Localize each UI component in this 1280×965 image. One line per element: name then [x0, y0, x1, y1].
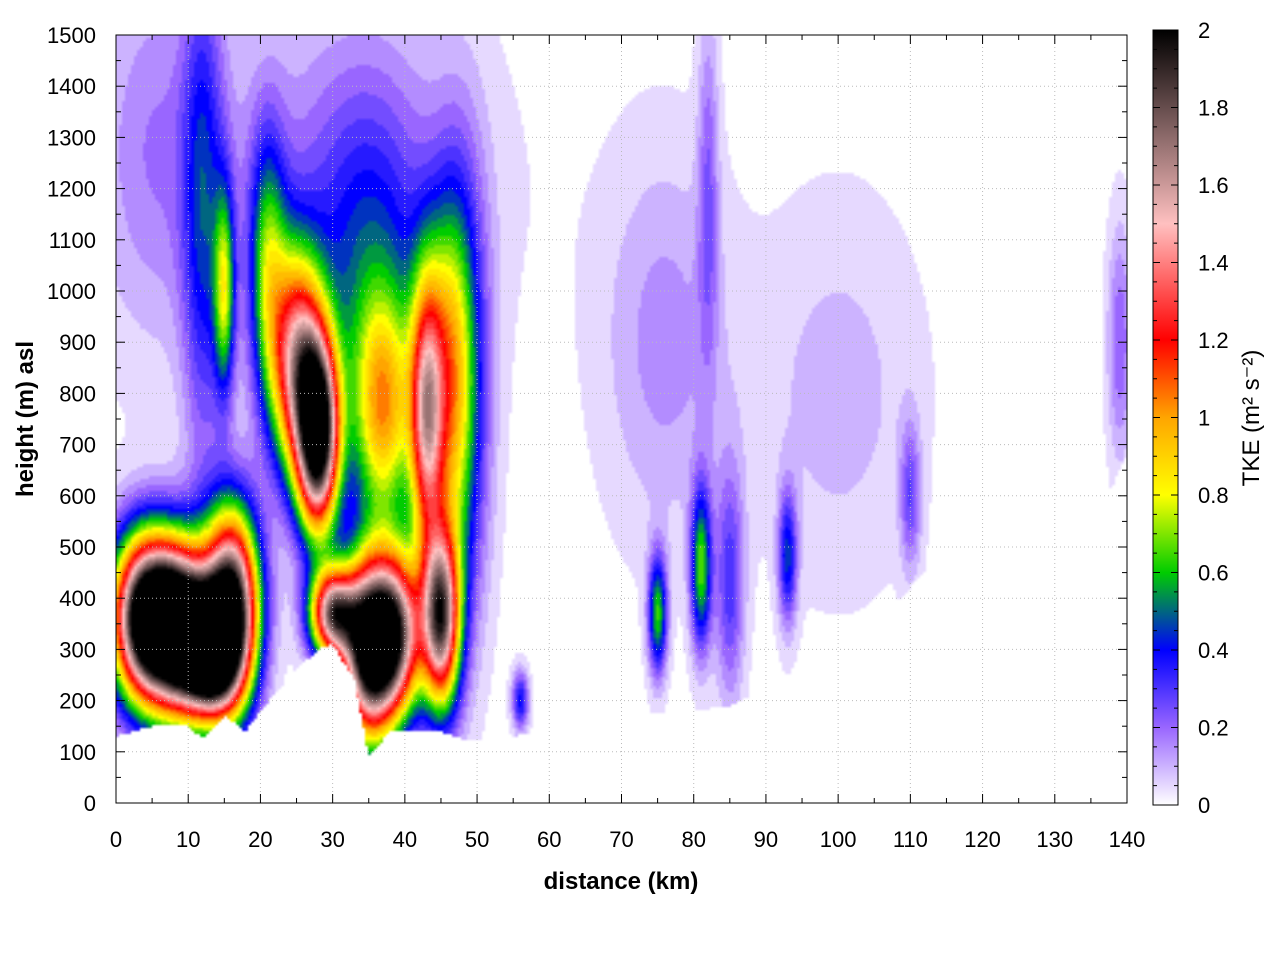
y-tick-label: 100: [59, 740, 96, 765]
colorbar-tick-label: 1.6: [1198, 173, 1229, 198]
x-tick-label: 90: [754, 827, 778, 852]
y-tick-label: 1400: [47, 74, 96, 99]
colorbar-label: TKE (m² s⁻²): [1238, 350, 1265, 487]
y-tick-label: 900: [59, 330, 96, 355]
x-tick-label: 50: [465, 827, 489, 852]
y-axis-ticks: 0 100 200 300 400 500 600 700 800 900 1000 1100 1200…: [47, 23, 1127, 816]
x-tick-label: 110: [893, 827, 928, 852]
x-tick-label: 100: [820, 827, 857, 852]
x-tick-label: 130: [1036, 827, 1073, 852]
colorbar-tick-label: 1.8: [1198, 96, 1229, 121]
colorbar-tick-label: 1.2: [1198, 328, 1229, 353]
colorbar-tick-label: 1: [1198, 406, 1210, 431]
x-tick-label: 20: [248, 827, 272, 852]
y-tick-label: 500: [59, 535, 96, 560]
x-tick-label: 140: [1109, 827, 1146, 852]
colorbar-tick-label: 1.4: [1198, 251, 1229, 276]
x-tick-label: 30: [320, 827, 344, 852]
colorbar-tick-label: 0.2: [1198, 716, 1229, 741]
y-axis-label: height (m) asl: [12, 341, 39, 497]
y-tick-label: 400: [59, 586, 96, 611]
colorbar-tick-label: 2: [1198, 18, 1210, 43]
grid-lines: [116, 35, 1127, 803]
y-tick-label: 200: [59, 689, 96, 714]
colorbar-ticks: 0 0.2 0.4 0.6 0.8 1 1.2 1.4 1.6 1.8 2: [1153, 18, 1229, 818]
y-tick-label: 1300: [47, 125, 96, 150]
y-tick-label: 700: [59, 433, 96, 458]
y-tick-label: 1200: [47, 177, 96, 202]
y-tick-label: 600: [59, 484, 96, 509]
x-tick-label: 60: [537, 827, 561, 852]
y-tick-label: 800: [59, 381, 96, 406]
x-tick-label: 10: [176, 827, 200, 852]
x-tick-label: 80: [681, 827, 705, 852]
y-tick-label: 0: [84, 791, 96, 816]
y-tick-label: 1100: [49, 228, 96, 253]
x-axis-ticks: 0 10 20 30 40 50 60 70 80 90 100 110 120 130 140: [110, 35, 1145, 852]
colorbar-tick-label: 0: [1198, 793, 1210, 818]
colorbar-tick-label: 0.4: [1198, 638, 1229, 663]
x-tick-label: 0: [110, 827, 122, 852]
x-tick-label: 40: [393, 827, 417, 852]
y-tick-label: 1500: [47, 23, 96, 48]
y-tick-label: 1000: [47, 279, 96, 304]
colorbar: 0 0.2 0.4 0.6 0.8 1 1.2 1.4 1.6 1.8 2 TKE (m² s⁻²): [1152, 18, 1265, 818]
x-tick-label: 70: [609, 827, 633, 852]
x-tick-label: 120: [964, 827, 1001, 852]
x-axis-label: distance (km): [544, 868, 699, 895]
y-tick-label: 300: [59, 637, 96, 662]
colorbar-tick-label: 0.8: [1198, 483, 1229, 508]
colorbar-tick-label: 0.6: [1198, 561, 1229, 586]
